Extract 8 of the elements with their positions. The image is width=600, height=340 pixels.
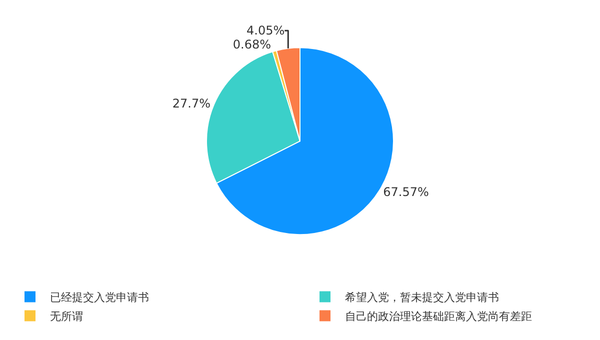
data-label: 67.57% <box>383 185 429 200</box>
legend-label: 自己的政治理论基础距离入党尚有差距 <box>345 310 532 323</box>
data-label: 0.68% <box>232 38 272 52</box>
data-label: 27.7% <box>172 96 211 110</box>
legend-label: 无所谓 <box>50 310 83 323</box>
legend-label: 希望入党，暂未提交入党申请书 <box>345 290 499 304</box>
legend-label: 已经提交入党申请书 <box>50 290 149 304</box>
data-label: 4.05% <box>246 24 285 38</box>
